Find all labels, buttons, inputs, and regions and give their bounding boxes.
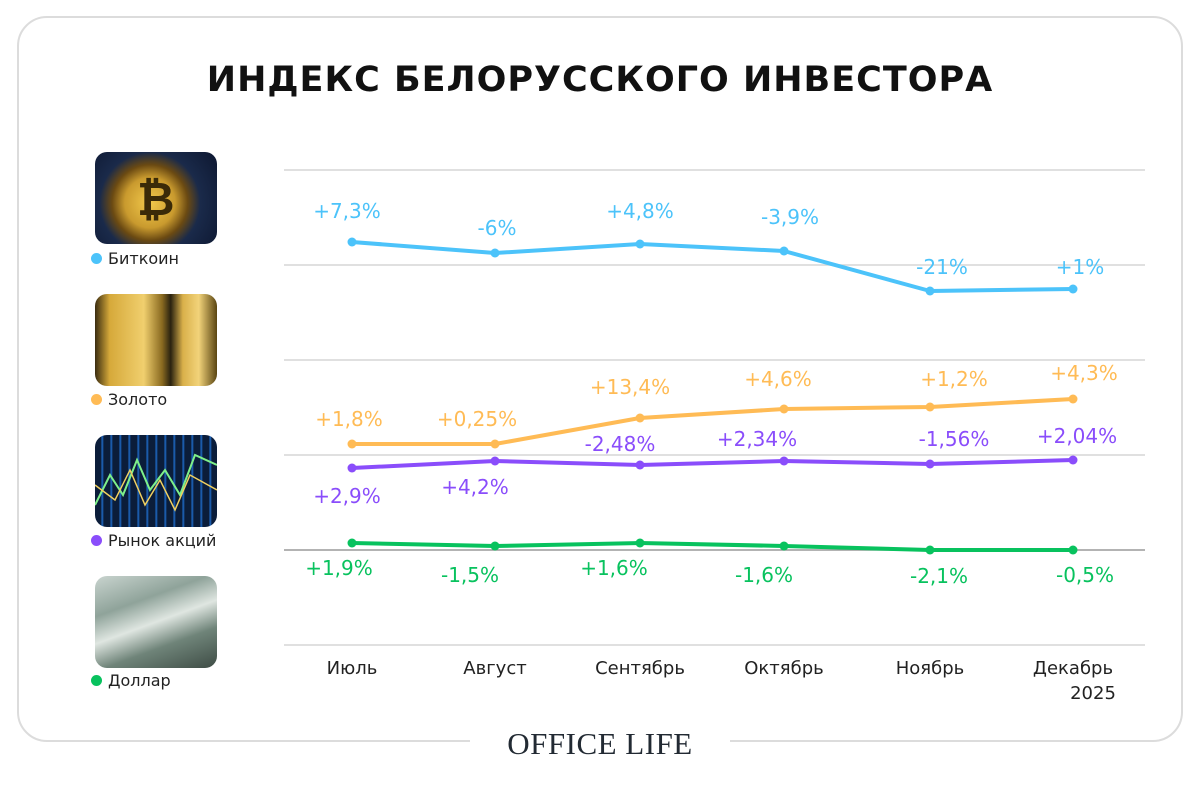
legend-item-bitcoin: Биткоин: [91, 249, 179, 268]
legend-label: Рынок акций: [108, 531, 217, 550]
data-point: [635, 460, 645, 470]
x-tick-year-label: 2025: [1070, 683, 1116, 704]
data-point: [1068, 284, 1078, 294]
data-label: -6%: [478, 216, 517, 240]
legend-item-dollar: Доллар: [91, 671, 171, 690]
data-point: [347, 538, 357, 548]
data-label: -1,6%: [735, 563, 793, 587]
data-label: +4,8%: [606, 199, 674, 223]
data-point: [1068, 545, 1078, 555]
series-line-3: [351, 541, 1073, 552]
data-label: +2,9%: [313, 484, 381, 508]
series-line-2: [351, 458, 1074, 470]
data-point: [347, 439, 357, 449]
data-point: [925, 286, 935, 296]
data-label: +1,9%: [305, 556, 373, 580]
data-point: [779, 246, 789, 256]
data-point: [490, 456, 500, 466]
bitcoin-image: ₿: [95, 152, 217, 244]
data-label: -3,9%: [761, 205, 819, 229]
data-label: +1,6%: [580, 556, 648, 580]
data-point: [635, 538, 645, 548]
data-label: -0,5%: [1056, 563, 1114, 587]
legend-item-gold: Золото: [91, 390, 167, 409]
logo: OFFICE LIFE: [470, 726, 730, 762]
data-point: [347, 237, 357, 247]
x-tick-label: Декабрь: [1033, 658, 1113, 679]
data-label: -2,48%: [585, 432, 656, 456]
data-label: +4,6%: [744, 367, 812, 391]
data-label: +2,04%: [1037, 424, 1117, 448]
data-label: -21%: [916, 255, 968, 279]
data-label: +4,3%: [1050, 361, 1118, 385]
data-point: [490, 439, 500, 449]
legend-item-stocks: Рынок акций: [91, 531, 216, 550]
data-point: [490, 541, 500, 551]
legend-label: Доллар: [108, 671, 171, 690]
data-label: +2,34%: [717, 427, 797, 451]
data-point: [925, 402, 935, 412]
page-title: ИНДЕКС БЕЛОРУССКОГО ИНВЕСТОРА: [206, 60, 994, 100]
data-point: [779, 404, 789, 414]
data-point: [635, 413, 645, 423]
data-label: -2,1%: [910, 564, 968, 588]
data-label: -1,5%: [441, 563, 499, 587]
data-label: -1,56%: [919, 427, 990, 451]
legend-dot-icon: [91, 675, 102, 686]
legend-label: Золото: [108, 390, 168, 409]
logo-text: OFFICE LIFE: [507, 726, 693, 761]
x-tick-label: Август: [463, 658, 526, 679]
legend-label: Биткоин: [108, 249, 180, 268]
series-line-1: [352, 397, 1074, 446]
series-line-0: [351, 240, 1074, 293]
gold-bars-image: [95, 294, 217, 386]
x-tick-label: Июль: [327, 658, 378, 679]
data-label: +0,25%: [437, 407, 517, 431]
data-point: [925, 459, 935, 469]
x-tick-label: Ноябрь: [896, 658, 965, 679]
data-label: +13,4%: [590, 375, 670, 399]
data-label: +1,2%: [920, 367, 988, 391]
data-point: [1068, 455, 1078, 465]
data-label: +4,2%: [441, 475, 509, 499]
data-point: [1068, 394, 1078, 404]
data-point: [925, 545, 935, 555]
legend-dot-icon: [91, 394, 102, 405]
data-label: +7,3%: [313, 199, 381, 223]
data-point: [490, 248, 500, 258]
data-point: [347, 463, 357, 473]
x-tick-label: Октябрь: [744, 658, 824, 679]
data-label: +1%: [1056, 255, 1105, 279]
bitcoin-icon: ₿: [137, 172, 175, 226]
data-label: +1,8%: [315, 407, 383, 431]
data-point: [779, 456, 789, 466]
data-point: [635, 239, 645, 249]
stock-chart-image: [95, 435, 217, 527]
legend-dot-icon: [91, 253, 102, 264]
dollar-bills-image: [95, 576, 217, 668]
data-point: [779, 541, 789, 551]
legend-dot-icon: [91, 535, 102, 546]
x-tick-label: Сентябрь: [595, 658, 685, 679]
